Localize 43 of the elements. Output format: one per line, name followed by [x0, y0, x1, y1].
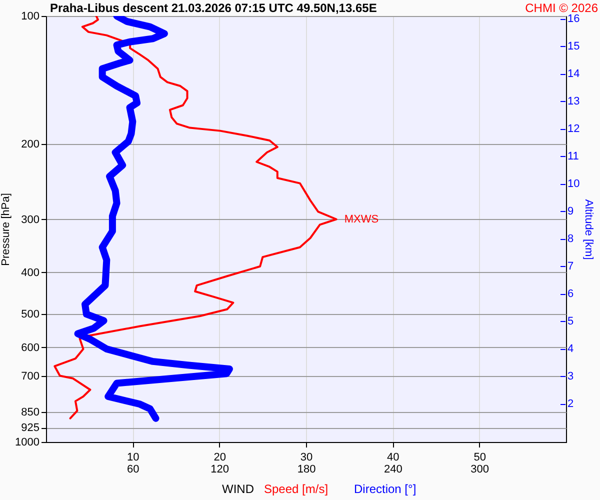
y-tick-label: 200: [21, 138, 40, 151]
y-tick-label: 300: [21, 214, 40, 226]
y2-tick-label: 3: [568, 370, 574, 383]
x-tick-label: 40: [387, 452, 400, 464]
y2-tick-label: 13: [568, 96, 580, 108]
y-axis-title: Pressure [hPa]: [0, 193, 12, 266]
y2-tick-label: 8: [568, 233, 574, 246]
y2-tick-label: 6: [568, 288, 574, 300]
y-tick-label: 700: [21, 370, 40, 383]
y-tick-label: 925: [21, 422, 40, 434]
y2-tick-label: 5: [568, 316, 574, 328]
y-tick-label: 600: [21, 342, 40, 354]
x-axis-title: WIND: [222, 482, 254, 496]
x2-tick-label: 180: [297, 464, 316, 476]
y2-axis-title: Altitude [km]: [582, 199, 595, 260]
text: CHMI © 2026: [525, 1, 598, 15]
x-tick-label: 30: [300, 452, 313, 464]
x2-tick-label: 60: [127, 464, 140, 476]
chart-title: Praha-Libus descent 21.03.2026 07:15 UTC 49.50N,13.65E: [50, 1, 377, 15]
annotation: MXWS: [344, 213, 379, 226]
y-tick-label: 1000: [15, 436, 40, 448]
y2-tick-label: 14: [568, 68, 580, 80]
x-tick-label: 10: [127, 452, 140, 464]
y2-tick-label: 11: [568, 150, 579, 163]
y2-tick-label: 15: [568, 40, 580, 53]
y2-tick-label: 2: [568, 398, 574, 410]
y2-tick-label: 9: [568, 206, 574, 218]
x-tick-label: 50: [474, 452, 486, 464]
y2-tick-label: 12: [568, 123, 580, 136]
y-tick-label: 100: [21, 10, 40, 22]
x2-tick-label: 120: [210, 464, 230, 476]
x-tick-label: 20: [214, 452, 226, 464]
y2-tick-label: 10: [568, 178, 580, 190]
y2-tick-label: 16: [568, 13, 580, 26]
text: Speed [m/s]: [264, 482, 328, 496]
x2-tick-label: 300: [470, 464, 490, 476]
y2-tick-label: 4: [568, 343, 574, 356]
y-tick-label: 850: [21, 406, 40, 418]
x2-tick-label: 240: [384, 464, 402, 476]
text: Direction [°]: [354, 482, 416, 496]
y-tick-label: 500: [21, 308, 40, 320]
y-tick-label: 400: [21, 266, 40, 279]
y2-tick-label: 7: [568, 260, 574, 273]
